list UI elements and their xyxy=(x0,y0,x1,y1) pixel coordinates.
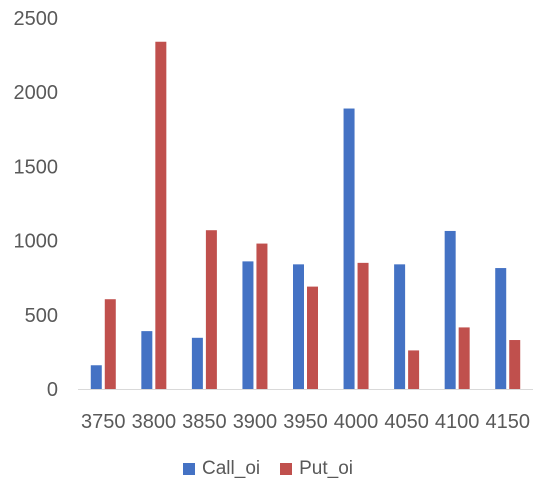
x-tick-label: 3800 xyxy=(132,411,177,433)
bar-put-oi-4150 xyxy=(509,340,521,389)
y-tick-label: 0 xyxy=(47,379,58,401)
bar-call-oi-3850 xyxy=(191,337,203,389)
x-tick-label: 3750 xyxy=(81,411,126,433)
y-tick-label: 2500 xyxy=(14,8,59,30)
bar-call-oi-3900 xyxy=(242,261,254,389)
bar-call-oi-4050 xyxy=(394,264,406,389)
x-axis-ticks: 3750 3800 3850 3900 3950 4000 4050 4100 4150 xyxy=(81,411,530,433)
x-tick-label: 3900 xyxy=(233,411,278,433)
x-tick-label: 3950 xyxy=(283,411,328,433)
y-axis-ticks: 0 500 1000 1500 2000 2500 xyxy=(14,8,59,401)
call-oi-swatch xyxy=(183,463,196,475)
bar-call-oi-3800 xyxy=(141,331,153,389)
bars xyxy=(90,41,521,390)
legend: Call_oi Put_oi xyxy=(0,458,536,480)
bar-call-oi-4150 xyxy=(495,268,507,389)
y-tick-label: 2000 xyxy=(14,82,59,104)
bar-put-oi-4100 xyxy=(458,327,470,389)
x-tick-label: 4100 xyxy=(435,411,480,433)
legend-item-call: Call_oi xyxy=(183,458,260,480)
legend-label-put: Put_oi xyxy=(299,458,353,479)
bar-put-oi-3800 xyxy=(155,41,167,390)
bar-put-oi-3950 xyxy=(307,286,318,389)
x-tick-label: 4150 xyxy=(485,411,530,433)
bar-call-oi-4000 xyxy=(343,108,355,390)
legend-label-call: Call_oi xyxy=(202,458,261,479)
bar-put-oi-3900 xyxy=(256,243,268,389)
y-tick-label: 500 xyxy=(25,305,58,327)
y-tick-label: 1500 xyxy=(14,156,59,178)
y-tick-label: 1000 xyxy=(14,231,59,253)
bar-put-oi-4000 xyxy=(357,262,369,389)
bar-chart: 0 500 1000 1500 2000 2500 3750 3800 3850 3900 395… xyxy=(14,8,533,433)
bar-put-oi-3750 xyxy=(104,299,116,389)
legend-item-put: Put_oi xyxy=(280,458,353,480)
bar-call-oi-4100 xyxy=(444,230,456,389)
bar-put-oi-4050 xyxy=(408,350,420,389)
x-tick-label: 3850 xyxy=(182,411,227,433)
bar-call-oi-3750 xyxy=(90,365,102,389)
bar-put-oi-3850 xyxy=(205,230,217,389)
put-oi-swatch xyxy=(280,463,293,475)
bar-call-oi-3950 xyxy=(293,264,304,389)
x-tick-label: 4000 xyxy=(334,411,379,433)
x-tick-label: 4050 xyxy=(384,411,429,433)
